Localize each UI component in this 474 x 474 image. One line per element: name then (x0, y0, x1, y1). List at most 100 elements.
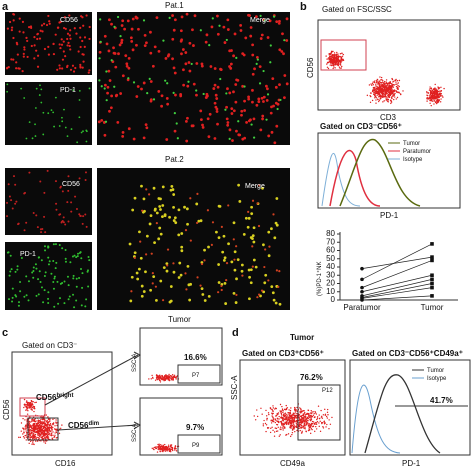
dot (230, 49, 233, 52)
legend-label: Paratumor (403, 149, 431, 155)
dot (177, 233, 181, 237)
dot (75, 285, 78, 288)
dot (315, 423, 317, 426)
dot (166, 264, 169, 267)
dot (47, 426, 50, 428)
dot (47, 431, 49, 434)
dot (375, 96, 377, 98)
dot (88, 25, 91, 29)
dot (229, 66, 233, 70)
pair-line (361, 243, 433, 280)
dot (228, 137, 231, 140)
dot (329, 423, 332, 425)
dot (186, 264, 190, 268)
dot (430, 96, 432, 99)
dot (140, 184, 143, 188)
dot (160, 94, 164, 98)
dot (58, 244, 61, 247)
dot (58, 67, 61, 70)
dot (275, 20, 279, 24)
dot (373, 91, 375, 94)
dot (184, 119, 188, 123)
dot (304, 424, 306, 427)
dot (286, 407, 289, 409)
dot (265, 118, 268, 121)
dot (52, 287, 55, 290)
dot (395, 91, 398, 93)
dot (262, 69, 265, 73)
dot (130, 290, 133, 293)
dot (39, 29, 42, 32)
dot (173, 112, 176, 115)
dot (233, 268, 237, 272)
dot (251, 265, 254, 268)
dot (164, 79, 167, 82)
dot (334, 54, 336, 57)
dot (300, 415, 303, 417)
dot (188, 298, 192, 302)
dot (259, 14, 262, 17)
dot (225, 262, 229, 265)
dot (341, 58, 344, 61)
dot (23, 404, 26, 406)
dot (254, 419, 257, 421)
dot (266, 426, 269, 429)
dot (290, 425, 292, 428)
dot (98, 50, 102, 54)
dot (255, 15, 258, 19)
dot (375, 102, 377, 104)
dot (60, 427, 62, 429)
dot (61, 116, 63, 119)
dot (215, 230, 218, 234)
dot (389, 90, 391, 92)
dot (393, 89, 396, 91)
dot (312, 421, 315, 423)
dot (314, 412, 317, 414)
dot (289, 426, 291, 429)
dot (66, 275, 69, 278)
dot (155, 16, 159, 20)
dot (205, 33, 209, 37)
dot (272, 407, 275, 409)
axis-label: CD49a (280, 459, 305, 468)
dot (156, 376, 159, 378)
dot (323, 420, 326, 422)
dot (6, 27, 9, 30)
dot (298, 422, 300, 424)
dot (43, 191, 46, 194)
dot (216, 32, 220, 36)
dot (440, 92, 442, 95)
dot (112, 46, 115, 50)
dot (189, 239, 192, 242)
dot (28, 429, 30, 432)
dot (428, 98, 430, 100)
dot (75, 208, 78, 211)
dot (31, 420, 33, 422)
dot (395, 98, 397, 100)
dot (287, 418, 289, 421)
dot (23, 398, 26, 401)
dot (114, 94, 118, 98)
dot (50, 109, 53, 112)
dot (229, 62, 233, 66)
x-tick-label: Paratumor (343, 303, 381, 312)
dot (302, 418, 305, 420)
dot (266, 417, 268, 420)
dot (391, 77, 393, 80)
dot (168, 215, 171, 219)
dot (278, 83, 281, 87)
dot (26, 427, 28, 429)
dot (52, 243, 55, 246)
dot (291, 433, 293, 436)
dot (23, 295, 26, 298)
dot (391, 84, 393, 87)
dot (260, 407, 262, 409)
dot (395, 81, 397, 83)
dot (156, 374, 158, 376)
dot (36, 65, 40, 68)
dot (45, 420, 48, 423)
dot (336, 51, 338, 54)
dot (434, 101, 437, 104)
dot (164, 57, 168, 60)
dot (332, 67, 334, 70)
